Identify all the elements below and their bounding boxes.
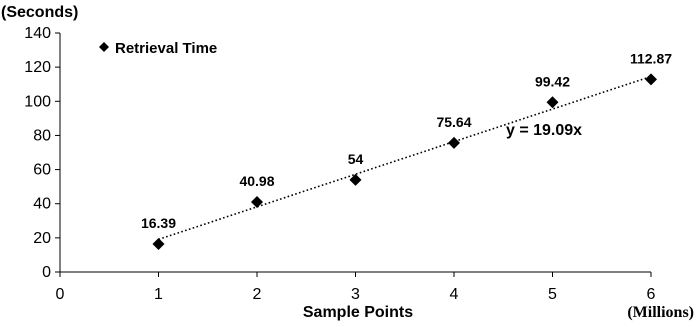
y-tick-label: 0 (42, 264, 51, 281)
x-tick-label: 0 (56, 286, 65, 303)
data-label: 99.42 (535, 73, 570, 89)
data-point (448, 136, 460, 149)
data-label: 40.98 (239, 173, 274, 189)
x-tick-label: 4 (450, 286, 459, 303)
text-layer: (Seconds) Sample Points (Millions) y = 1… (1, 4, 694, 321)
y-tick-label: 100 (24, 93, 51, 110)
legend: Retrieval Time (99, 40, 217, 57)
x-tick-label: 6 (647, 286, 656, 303)
legend-diamond-marker (99, 42, 109, 52)
trendline (158, 75, 652, 241)
trendline-layer (158, 75, 652, 241)
data-label: 16.39 (141, 215, 176, 231)
data-point (349, 173, 362, 186)
data-point (251, 196, 263, 209)
data-label: 112.87 (630, 50, 672, 66)
y-axis-unit-label: (Seconds) (1, 4, 78, 21)
y-tick-label: 120 (24, 59, 51, 76)
data-point (152, 238, 165, 251)
y-tick-label: 20 (33, 230, 51, 247)
data-point (546, 96, 559, 109)
x-axis-unit-label: (Millions) (627, 304, 694, 321)
data-label: 75.64 (436, 114, 471, 130)
data-labels-layer: 16.39 40.98 54 75.64 99.42 112.87 (141, 50, 672, 231)
y-tick-label: 80 (33, 127, 51, 144)
y-tick-label: 40 (33, 196, 51, 213)
x-axis-title: Sample Points (303, 304, 413, 321)
points-layer (152, 73, 657, 251)
legend-label: Retrieval Time (115, 40, 217, 57)
data-label: 54 (348, 151, 364, 167)
x-tick-label: 3 (351, 286, 360, 303)
x-tick-label: 5 (548, 286, 557, 303)
y-tick-label: 60 (33, 162, 51, 179)
axes-layer: 0 20 40 60 80 100 120 140 0 1 2 3 4 5 6 (24, 25, 655, 303)
y-tick-label: 140 (24, 25, 51, 42)
x-tick-label: 2 (253, 286, 262, 303)
trendline-equation: y = 19.09x (506, 122, 582, 139)
x-tick-label: 1 (154, 286, 163, 303)
data-point (645, 73, 657, 86)
